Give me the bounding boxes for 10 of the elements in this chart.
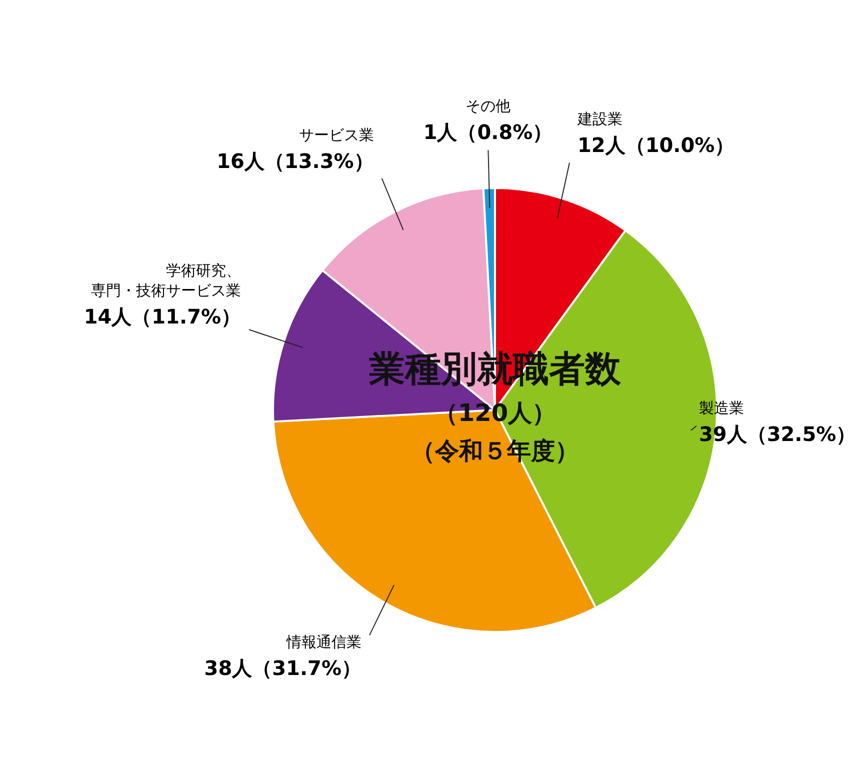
data-label: 16人（13.3%） — [216, 149, 374, 174]
data-label: 14人（11.7%） — [84, 304, 242, 328]
data-label: 12人（10.0%） — [578, 133, 735, 158]
slice-label: サービス業 — [298, 126, 374, 144]
data-label: 38人（31.7%） — [204, 656, 362, 680]
slice-label: その他 — [466, 97, 511, 116]
data-label: 1人（0.8%） — [423, 120, 553, 144]
slice-label: 学術研究、専門・技術サービス業 — [91, 261, 242, 300]
slice-label: 建設業 — [576, 110, 623, 128]
slice-label: 情報通信業 — [286, 633, 362, 652]
